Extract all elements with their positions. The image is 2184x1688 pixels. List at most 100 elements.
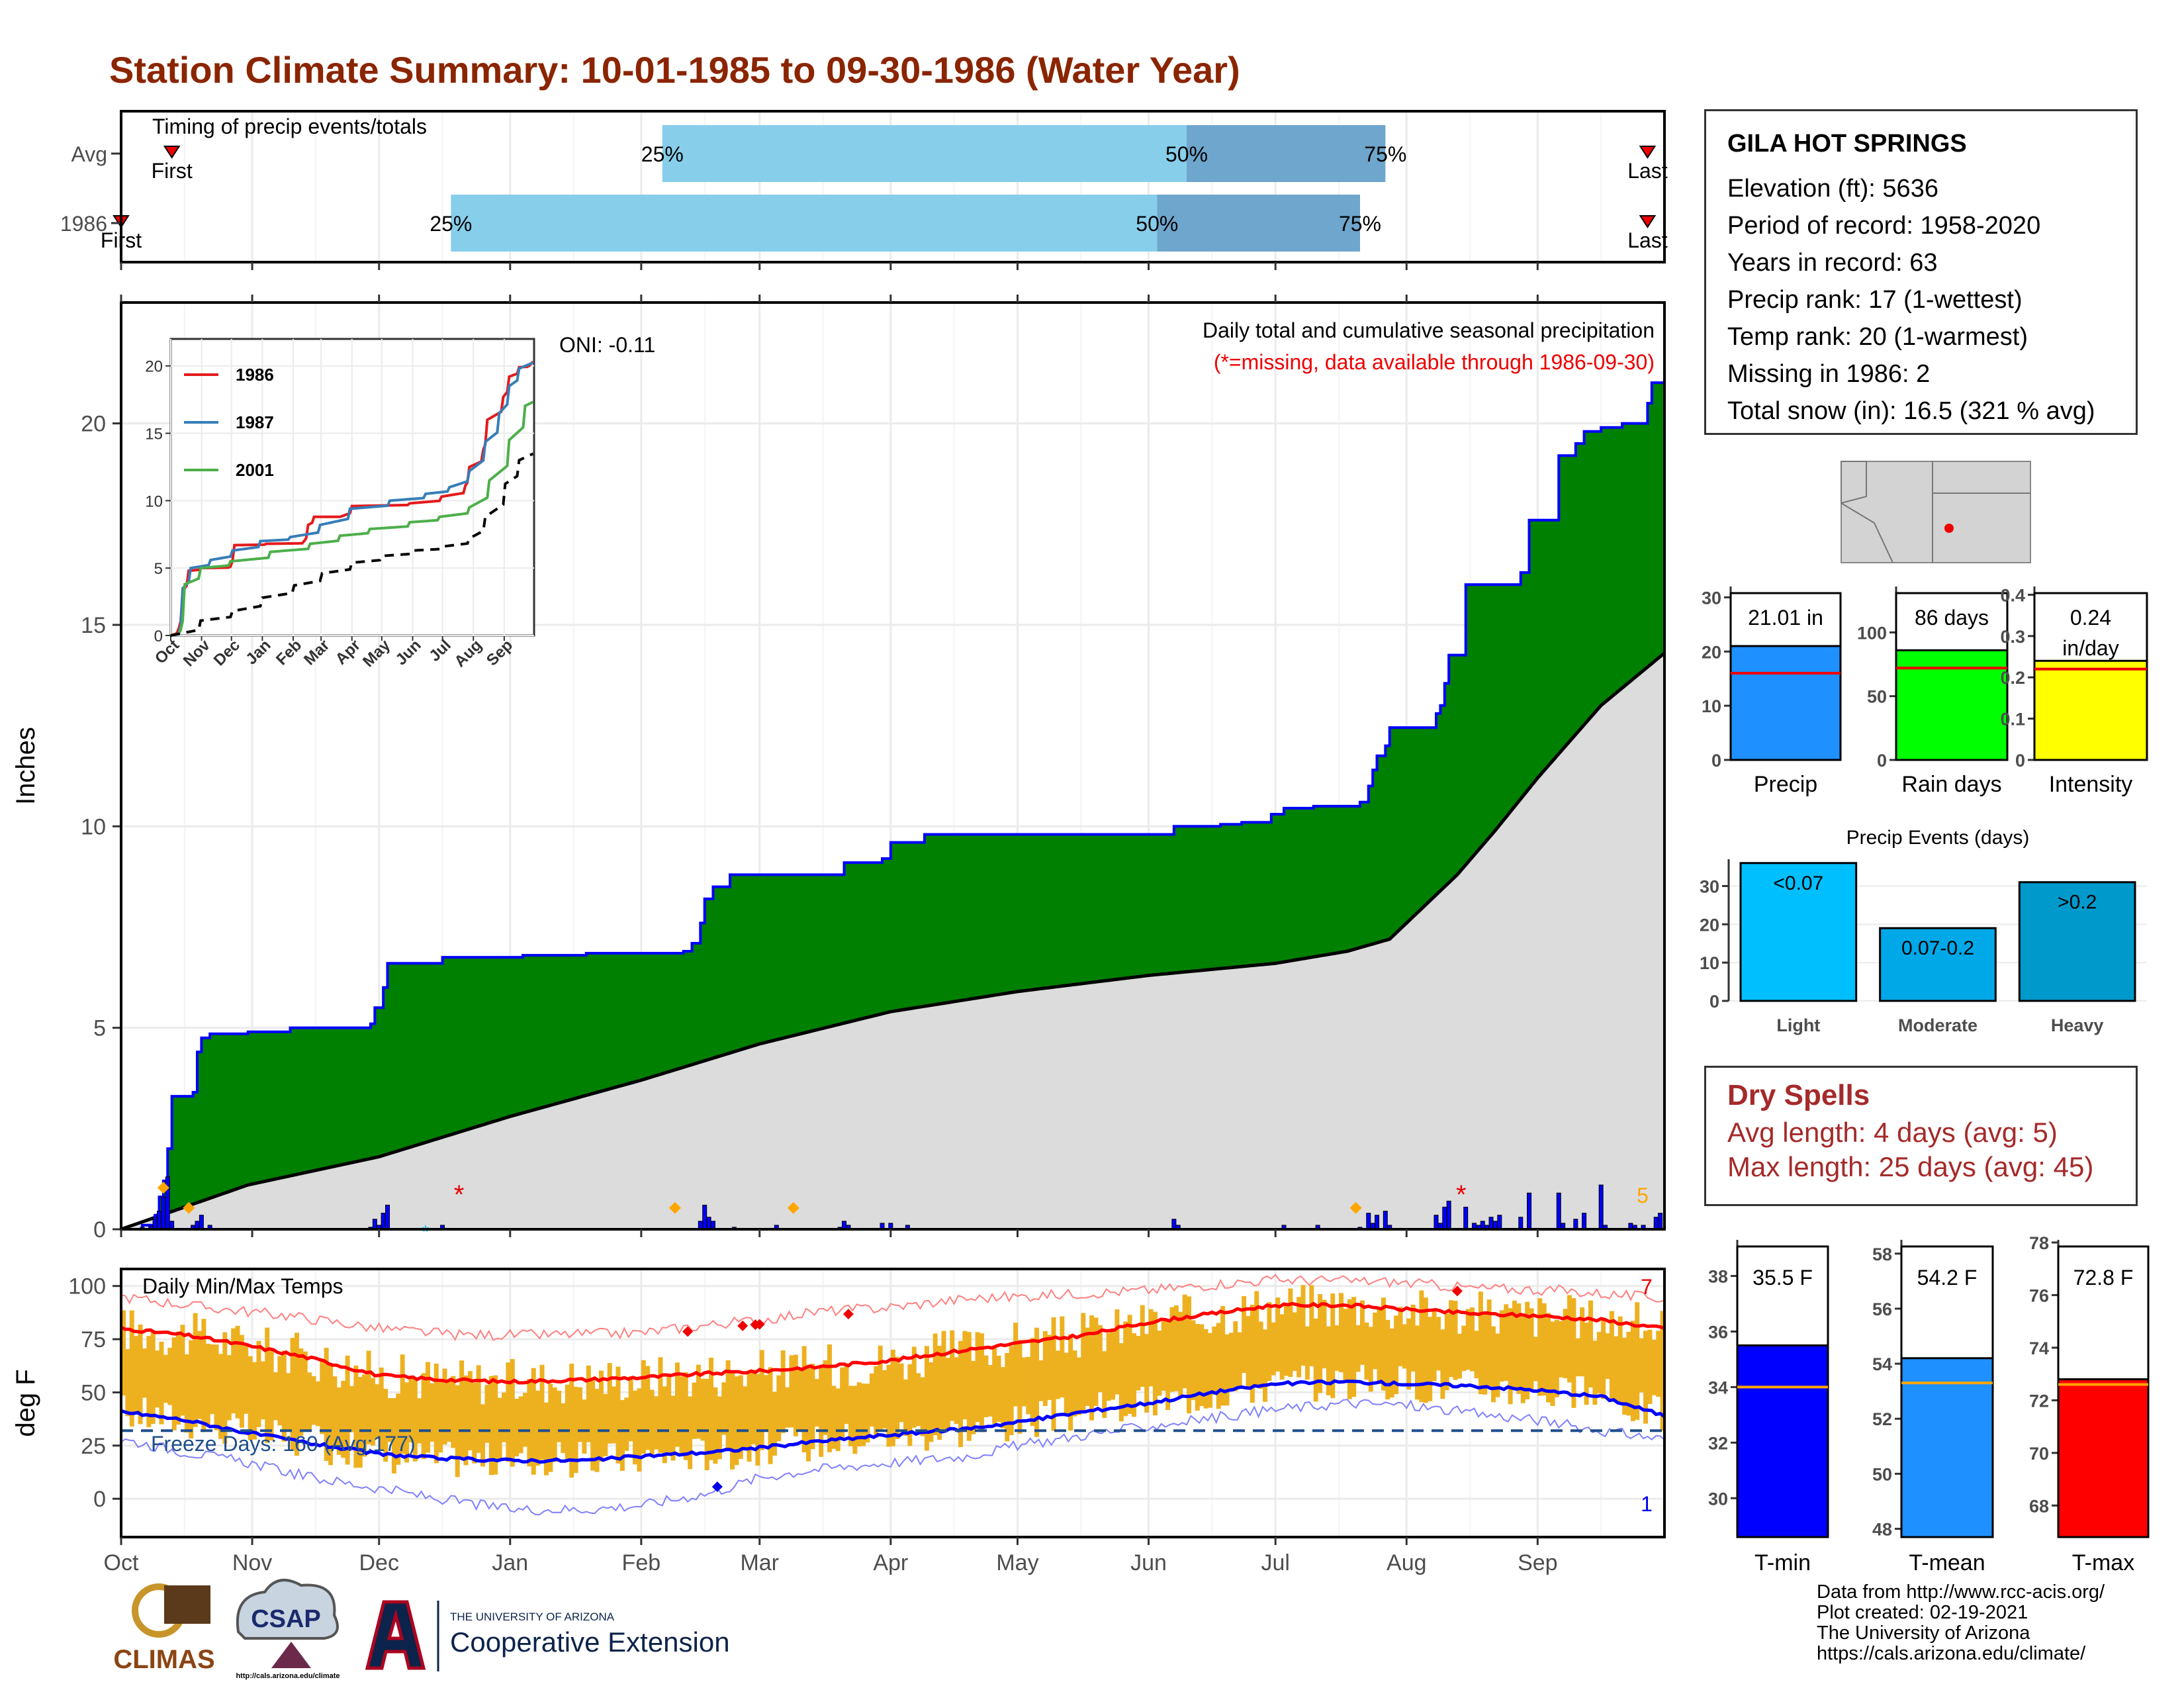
inset-series-line-2001 <box>170 400 534 637</box>
daily-precip-bar-13 <box>372 1219 377 1230</box>
daily-temp-bar-296 <box>1373 1312 1378 1370</box>
daily-temp-bar-94 <box>518 1396 523 1454</box>
tbar-value-label-0: 35.5 F <box>1752 1266 1813 1289</box>
ua-name-text: THE UNIVERSITY OF ARIZONA <box>450 1611 615 1623</box>
temps-title: Daily Min/Max Temps <box>142 1274 343 1298</box>
daily-temp-bar-65 <box>396 1393 401 1465</box>
daily-temp-bar-170 <box>840 1367 845 1440</box>
daily-temp-bar-11 <box>167 1348 173 1405</box>
daily-precip-bar-52 <box>1497 1215 1502 1230</box>
daily-temp-bar-283 <box>1318 1293 1323 1393</box>
inset-ytick-label-3: 15 <box>145 426 163 444</box>
daily-temp-bar-230 <box>1093 1317 1099 1406</box>
daily-temp-bar-63 <box>387 1398 392 1442</box>
daily-temp-bar-72 <box>426 1362 430 1453</box>
tbar-value-label-2: 72.8 F <box>2073 1266 2134 1289</box>
daily-temp-bar-41 <box>294 1333 299 1456</box>
tbar-ytick-label-0-3: 36 <box>1708 1322 1728 1342</box>
events-bar-label-0: <0.07 <box>1773 872 1823 894</box>
daily-temp-bar-285 <box>1326 1326 1331 1395</box>
daily-temp-bar-48 <box>324 1348 329 1461</box>
daily-temp-bar-290 <box>1347 1299 1352 1399</box>
events-ytick-label-2: 20 <box>1700 915 1719 935</box>
daily-temp-bar-324 <box>1491 1326 1496 1403</box>
daily-temp-bar-187 <box>911 1346 917 1428</box>
daily-temp-bar-161 <box>801 1346 807 1453</box>
daily-temp-bar-218 <box>1042 1331 1048 1406</box>
daily-temp-bar-117 <box>615 1366 621 1464</box>
daily-temp-bar-361 <box>1647 1329 1653 1404</box>
daily-temp-bar-147 <box>743 1386 748 1450</box>
daily-temp-bar-255 <box>1199 1324 1205 1406</box>
daily-temp-bar-29 <box>244 1344 249 1414</box>
timing-bar-late-1986 <box>1157 195 1360 252</box>
extreme-precip-marker-2 <box>668 1201 681 1214</box>
daily-temp-bar-179 <box>878 1345 883 1432</box>
daily-temp-bar-341 <box>1563 1309 1568 1378</box>
daily-temp-bar-220 <box>1051 1317 1056 1431</box>
daily-temp-bar-96 <box>527 1379 532 1467</box>
summary-category-2: Intensity <box>2049 772 2133 797</box>
daily-temp-bar-261 <box>1224 1334 1230 1406</box>
daily-temp-bar-266 <box>1246 1315 1251 1390</box>
daily-temp-bar-58 <box>366 1350 371 1444</box>
daily-temp-bar-193 <box>937 1346 942 1440</box>
daily-temp-bar-291 <box>1351 1297 1357 1397</box>
tbar-category-2: T-max <box>2072 1550 2134 1575</box>
daily-temp-bar-136 <box>696 1364 701 1439</box>
daily-temp-bar-92 <box>510 1359 515 1467</box>
summary-bar-Precip <box>1729 645 1842 761</box>
daily-temp-bar-64 <box>391 1398 396 1474</box>
daily-temp-bar-318 <box>1465 1309 1471 1370</box>
daily-temp-bar-267 <box>1250 1304 1255 1403</box>
timing-title: Timing of precip events/totals <box>152 115 427 138</box>
daily-temp-bar-256 <box>1203 1329 1208 1409</box>
page-title: Station Climate Summary: 10-01-1985 to 0… <box>109 49 1240 91</box>
daily-temp-bar-143 <box>725 1360 731 1448</box>
daily-temp-bar-355 <box>1622 1337 1627 1415</box>
summary-ytick-label-0-2: 20 <box>1702 642 1721 662</box>
timing-bar-early-Avg <box>662 125 1187 182</box>
daily-temp-bar-274 <box>1279 1314 1285 1380</box>
university-of-arizona-logo-icon <box>365 1600 426 1670</box>
daily-temp-bar-360 <box>1643 1331 1649 1424</box>
summary-value-label-0: 21.01 in <box>1748 606 1823 630</box>
daily-temp-bar-254 <box>1195 1324 1200 1411</box>
daily-temp-bar-99 <box>539 1364 545 1460</box>
daily-temp-bar-233 <box>1106 1333 1111 1401</box>
tbar-ytick-label-2-2: 72 <box>2029 1391 2049 1411</box>
daily-temp-bar-79 <box>455 1385 460 1477</box>
daily-temp-bar-328 <box>1508 1308 1513 1405</box>
daily-temp-bar-37 <box>277 1356 283 1426</box>
record-high-marker-1 <box>737 1320 749 1331</box>
tbar-ytick-label-0-0: 30 <box>1708 1489 1728 1509</box>
daily-temp-bar-258 <box>1212 1326 1217 1395</box>
daily-temp-bar-51 <box>336 1387 341 1455</box>
credit-data-source: Data from http://www.rcc-acis.org/ <box>1817 1581 2105 1603</box>
daily-temp-bar-86 <box>484 1385 490 1443</box>
daily-temp-bar-1 <box>125 1348 130 1417</box>
daily-temp-bar-70 <box>417 1398 422 1444</box>
daily-temp-bar-359 <box>1639 1338 1644 1393</box>
csap-url: http://cals.arizona.edu/climate <box>236 1672 340 1680</box>
temps-ytick-label-0: 0 <box>93 1487 106 1512</box>
events-ytick-label-0: 0 <box>1709 992 1719 1011</box>
daily-temp-bar-273 <box>1275 1297 1281 1372</box>
daily-temp-bar-123 <box>641 1360 646 1454</box>
daily-temp-bar-316 <box>1457 1333 1462 1379</box>
daily-temp-bar-54 <box>349 1385 354 1432</box>
daily-temp-bar-159 <box>793 1354 798 1436</box>
events-bar-label-1: 0.07-0.2 <box>1901 937 1974 959</box>
inset-legend-label-1986: 1986 <box>236 365 274 385</box>
csap-mountain-icon <box>271 1642 311 1668</box>
summary-ytick-label-2-1: 0.1 <box>2000 710 2025 729</box>
daily-temp-bar-292 <box>1355 1325 1361 1372</box>
inset-ytick-label-1: 5 <box>154 560 163 578</box>
daily-temp-bar-135 <box>692 1382 697 1439</box>
record-low-count: 1 <box>1641 1492 1653 1516</box>
daily-temp-bar-132 <box>679 1376 684 1455</box>
daily-precip-bar-16 <box>385 1204 390 1230</box>
daily-temp-bar-168 <box>831 1385 837 1449</box>
daily-temp-bar-279 <box>1300 1285 1306 1366</box>
